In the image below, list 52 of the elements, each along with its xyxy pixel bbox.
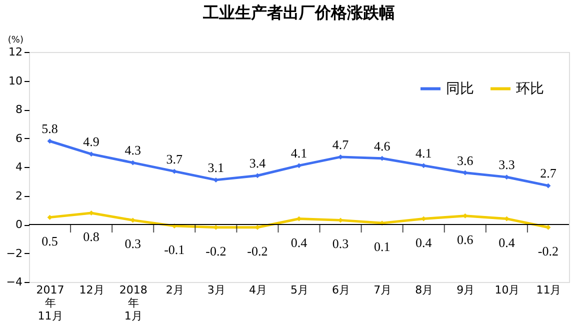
y-axis-title: (%) [8, 36, 24, 46]
x-tick-label: 8月 [415, 284, 434, 296]
legend-label: 同比 [446, 80, 474, 97]
data-label: 4.6 [374, 138, 391, 154]
x-tick-label: 10月 [494, 284, 520, 296]
data-label: -0.2 [538, 243, 559, 258]
y-tick-label: −4 [6, 276, 22, 288]
x-tick-label: 2017 年 11月 [36, 284, 64, 322]
data-label: -0.1 [164, 242, 185, 257]
data-label: 3.4 [249, 156, 266, 171]
data-label: 0.4 [498, 234, 516, 250]
y-tick-label: 12 [8, 46, 22, 58]
data-label: 4.1 [290, 146, 308, 161]
y-tick-label: 8 [16, 103, 22, 116]
data-label: 0.3 [332, 236, 349, 252]
data-label: 2.7 [540, 166, 557, 181]
x-tick-label: 11月 [536, 284, 562, 296]
data-label: 3.1 [208, 160, 224, 175]
x-tick-label: 4月 [248, 284, 267, 296]
y-tick-label: 0 [16, 218, 22, 231]
x-tick-label: 6月 [332, 284, 350, 296]
x-tick-label: 2月 [166, 284, 184, 296]
y-tick-label: −2 [6, 246, 22, 260]
legend-label: 环比 [516, 80, 544, 97]
data-label: 4.3 [124, 142, 141, 158]
data-label: 0.1 [374, 239, 390, 254]
y-tick-label: 6 [16, 132, 22, 145]
data-label: 4.9 [83, 134, 100, 150]
data-label: 0.4 [290, 234, 308, 250]
x-tick-label: 7月 [374, 284, 392, 296]
data-label: -0.2 [247, 243, 268, 258]
x-tick-label: 2018 年 1月 [119, 284, 148, 322]
x-tick-label: 3月 [207, 284, 226, 296]
x-tick-label: 5月 [290, 284, 308, 296]
data-label: 0.3 [124, 236, 141, 252]
data-label: 3.6 [457, 152, 474, 168]
y-tick-label: 10 [8, 74, 22, 88]
x-tick-label: 12月 [79, 284, 104, 296]
data-label: 4.1 [415, 146, 432, 161]
chart-title: 工业生产者出厂价格涨跌幅 [202, 3, 395, 22]
data-label: 0.4 [415, 234, 432, 250]
data-label: 3.3 [498, 157, 515, 172]
y-tick-label: 2 [16, 189, 22, 202]
data-label: 5.8 [42, 121, 58, 136]
data-label: -0.2 [206, 243, 226, 258]
data-label: 0.6 [457, 232, 474, 247]
data-label: 4.7 [332, 136, 350, 152]
data-label: 0.8 [83, 229, 100, 244]
data-label: 0.5 [42, 233, 58, 248]
data-label: 3.7 [166, 151, 184, 166]
x-tick-label: 9月 [456, 284, 475, 296]
y-tick-label: 4 [16, 160, 22, 174]
